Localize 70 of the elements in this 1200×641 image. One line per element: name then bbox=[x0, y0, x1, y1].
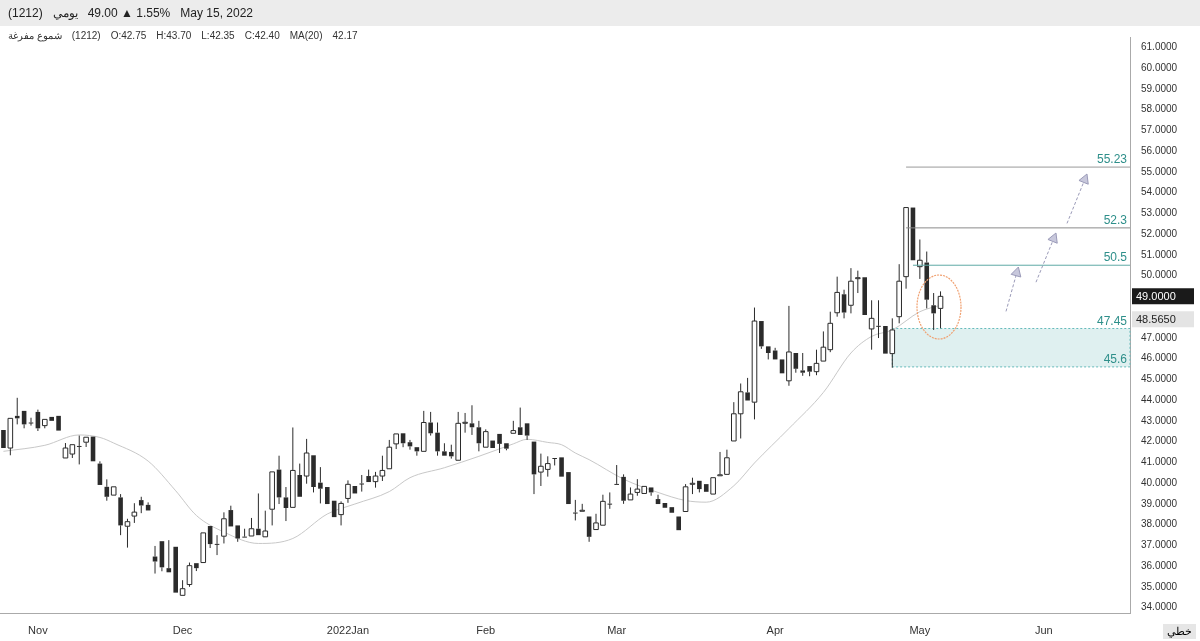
y-tick-label: 40.0000 bbox=[1141, 476, 1178, 488]
y-tick-label: 59.0000 bbox=[1141, 82, 1178, 94]
y-tick-label: 43.0000 bbox=[1141, 414, 1178, 426]
y-tick-label: 55.0000 bbox=[1141, 165, 1178, 177]
y-tick-label: 46.0000 bbox=[1141, 352, 1178, 364]
x-tick-label: Dec bbox=[172, 624, 193, 637]
candlestick bbox=[242, 528, 247, 538]
candlestick bbox=[759, 321, 764, 350]
y-tick-label: 54.0000 bbox=[1141, 186, 1178, 198]
x-tick-label: Mar bbox=[607, 624, 627, 637]
y-tick-label: 52.0000 bbox=[1141, 227, 1178, 239]
ref-line-label: 55.23 bbox=[1096, 152, 1128, 167]
candlestick bbox=[435, 422, 440, 457]
candlestick bbox=[931, 292, 936, 331]
candlestick bbox=[366, 469, 371, 483]
x-tick-label: Nov bbox=[28, 624, 49, 637]
y-tick-label: 34.0000 bbox=[1141, 601, 1178, 613]
candlestick bbox=[318, 466, 323, 504]
candlestick bbox=[497, 433, 502, 454]
candlestick bbox=[235, 525, 241, 543]
y-tick-label: 42.0000 bbox=[1141, 435, 1178, 447]
candlestick bbox=[138, 496, 144, 514]
y-tick-label: 37.0000 bbox=[1141, 539, 1178, 551]
ref-line-label: 52.3 bbox=[1103, 212, 1128, 227]
candlestick bbox=[841, 289, 847, 319]
band-label: 47.45 bbox=[1096, 313, 1128, 328]
y-tick-label: 61.0000 bbox=[1141, 41, 1178, 53]
candlestick bbox=[269, 471, 275, 526]
text: خطي bbox=[1163, 624, 1196, 639]
candlestick bbox=[104, 478, 110, 502]
y-tick-label: 47.0000 bbox=[1141, 331, 1178, 343]
y-tick-label: 60.0000 bbox=[1141, 61, 1178, 73]
candlestick bbox=[118, 493, 123, 536]
x-tick-label: Jun bbox=[1035, 624, 1053, 637]
candlestick bbox=[359, 474, 365, 493]
y-tick-label: 35.0000 bbox=[1141, 580, 1178, 592]
y-tick-label: 58.0000 bbox=[1141, 103, 1178, 115]
candlestick bbox=[442, 442, 447, 456]
y-tick-label: 56.0000 bbox=[1141, 144, 1178, 156]
y-tick-label: 53.0000 bbox=[1141, 207, 1178, 219]
candlestick bbox=[765, 346, 771, 360]
text: 48.5650 bbox=[1136, 313, 1176, 326]
candlestick bbox=[614, 464, 619, 485]
y-tick-label: 51.0000 bbox=[1141, 248, 1178, 260]
candlestick bbox=[573, 499, 578, 521]
y-tick-label: 41.0000 bbox=[1141, 456, 1178, 468]
x-tick-label: May bbox=[909, 624, 931, 637]
x-tick-label: Apr bbox=[766, 624, 785, 637]
x-tick-label: 2022Jan bbox=[326, 624, 370, 637]
y-tick-label: 39.0000 bbox=[1141, 497, 1178, 509]
y-tick-label: 50.0000 bbox=[1141, 269, 1178, 281]
candlestick bbox=[517, 407, 523, 435]
candlestick bbox=[697, 480, 702, 493]
ref-line-label: 50.5 bbox=[1103, 250, 1128, 265]
text: 49.0000 bbox=[1136, 290, 1176, 303]
candlestick bbox=[524, 423, 530, 441]
candlestick bbox=[76, 435, 82, 465]
candlestick bbox=[194, 563, 199, 572]
y-tick-label: 45.0000 bbox=[1141, 373, 1178, 385]
y-tick-label: 44.0000 bbox=[1141, 393, 1178, 405]
annotation: 45.6 bbox=[1103, 351, 1128, 366]
candlestick bbox=[221, 511, 227, 544]
y-tick-label: 38.0000 bbox=[1141, 518, 1178, 530]
y-tick-label: 36.0000 bbox=[1141, 559, 1178, 571]
x-tick-label: Feb bbox=[476, 624, 496, 637]
candlestick bbox=[14, 397, 20, 425]
candlestick bbox=[621, 473, 626, 505]
y-tick-label: 57.0000 bbox=[1141, 124, 1178, 136]
candlestick bbox=[800, 352, 806, 377]
candlestick bbox=[283, 486, 289, 522]
